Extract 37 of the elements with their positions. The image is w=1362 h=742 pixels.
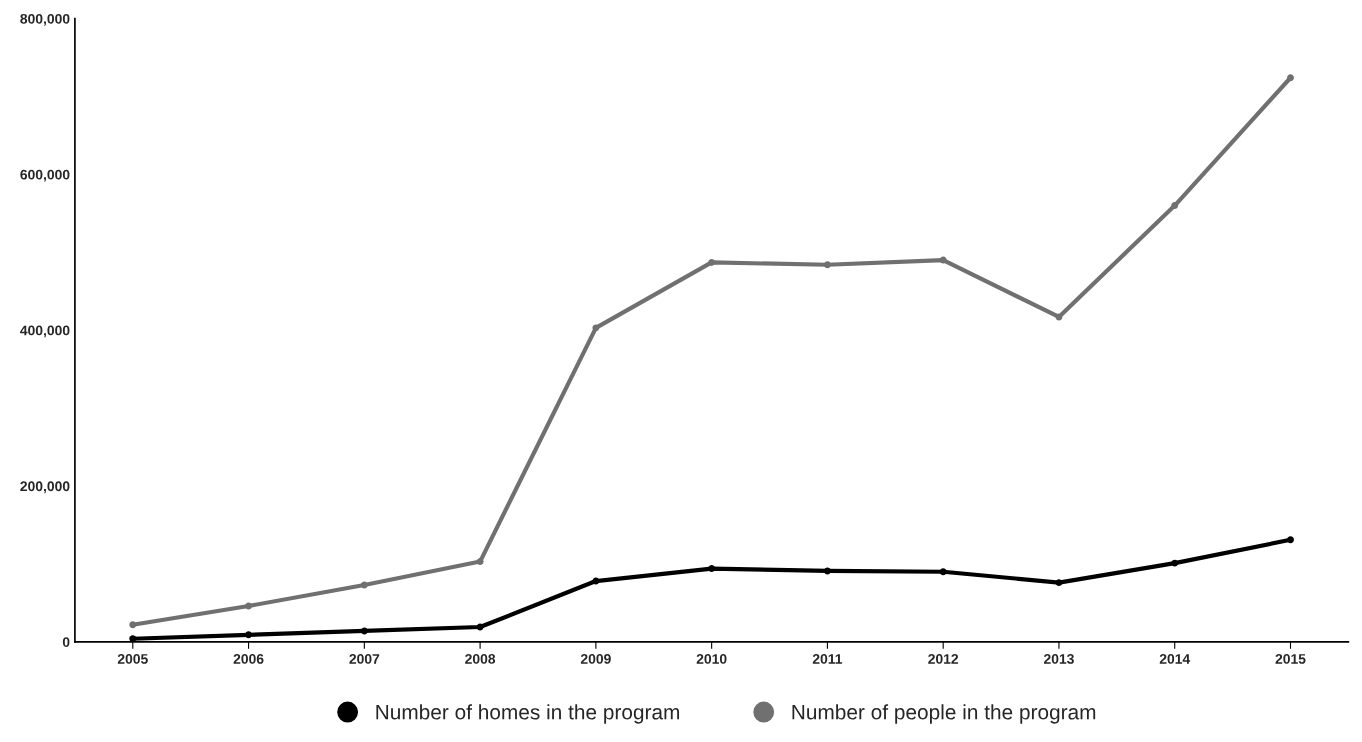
x-tick-label: 2005	[117, 654, 148, 664]
y-tick-label: 200,000	[20, 481, 70, 494]
x-tick-label: 2009	[580, 654, 611, 664]
x-tick-label: 2011	[812, 654, 843, 664]
x-tick-label: 2013	[1043, 654, 1074, 664]
point	[592, 324, 600, 332]
legend-label: Number of people in the program	[792, 704, 1096, 724]
point	[708, 565, 716, 573]
point	[360, 627, 368, 635]
point	[1287, 536, 1294, 544]
point	[1171, 202, 1179, 210]
x-tick-label: 2010	[696, 654, 727, 664]
point	[129, 635, 137, 642]
y-tick-label: 600,000	[20, 169, 70, 182]
point	[360, 581, 368, 589]
point	[129, 621, 137, 629]
point	[708, 258, 716, 266]
point	[823, 261, 831, 269]
point	[245, 602, 253, 610]
point	[823, 567, 831, 575]
point	[1171, 559, 1179, 567]
y-tick-label: 400,000	[20, 325, 70, 338]
y-tick-label: 800,000	[20, 13, 70, 26]
point	[1055, 579, 1063, 587]
legend-label: Number of homes in the program	[376, 704, 680, 724]
point	[1287, 74, 1294, 82]
x-tick-label: 2012	[928, 654, 959, 664]
point	[939, 256, 947, 264]
point	[939, 568, 947, 576]
y-tick-label: 0	[62, 637, 70, 647]
x-tick-label: 2006	[233, 654, 264, 664]
point	[245, 631, 253, 639]
x-tick-label: 2014	[1159, 654, 1191, 664]
x-tick-label: 2015	[1275, 654, 1306, 664]
x-tick-label: 2008	[465, 654, 496, 664]
x-tick-label: 2007	[349, 654, 380, 664]
point	[476, 558, 484, 566]
